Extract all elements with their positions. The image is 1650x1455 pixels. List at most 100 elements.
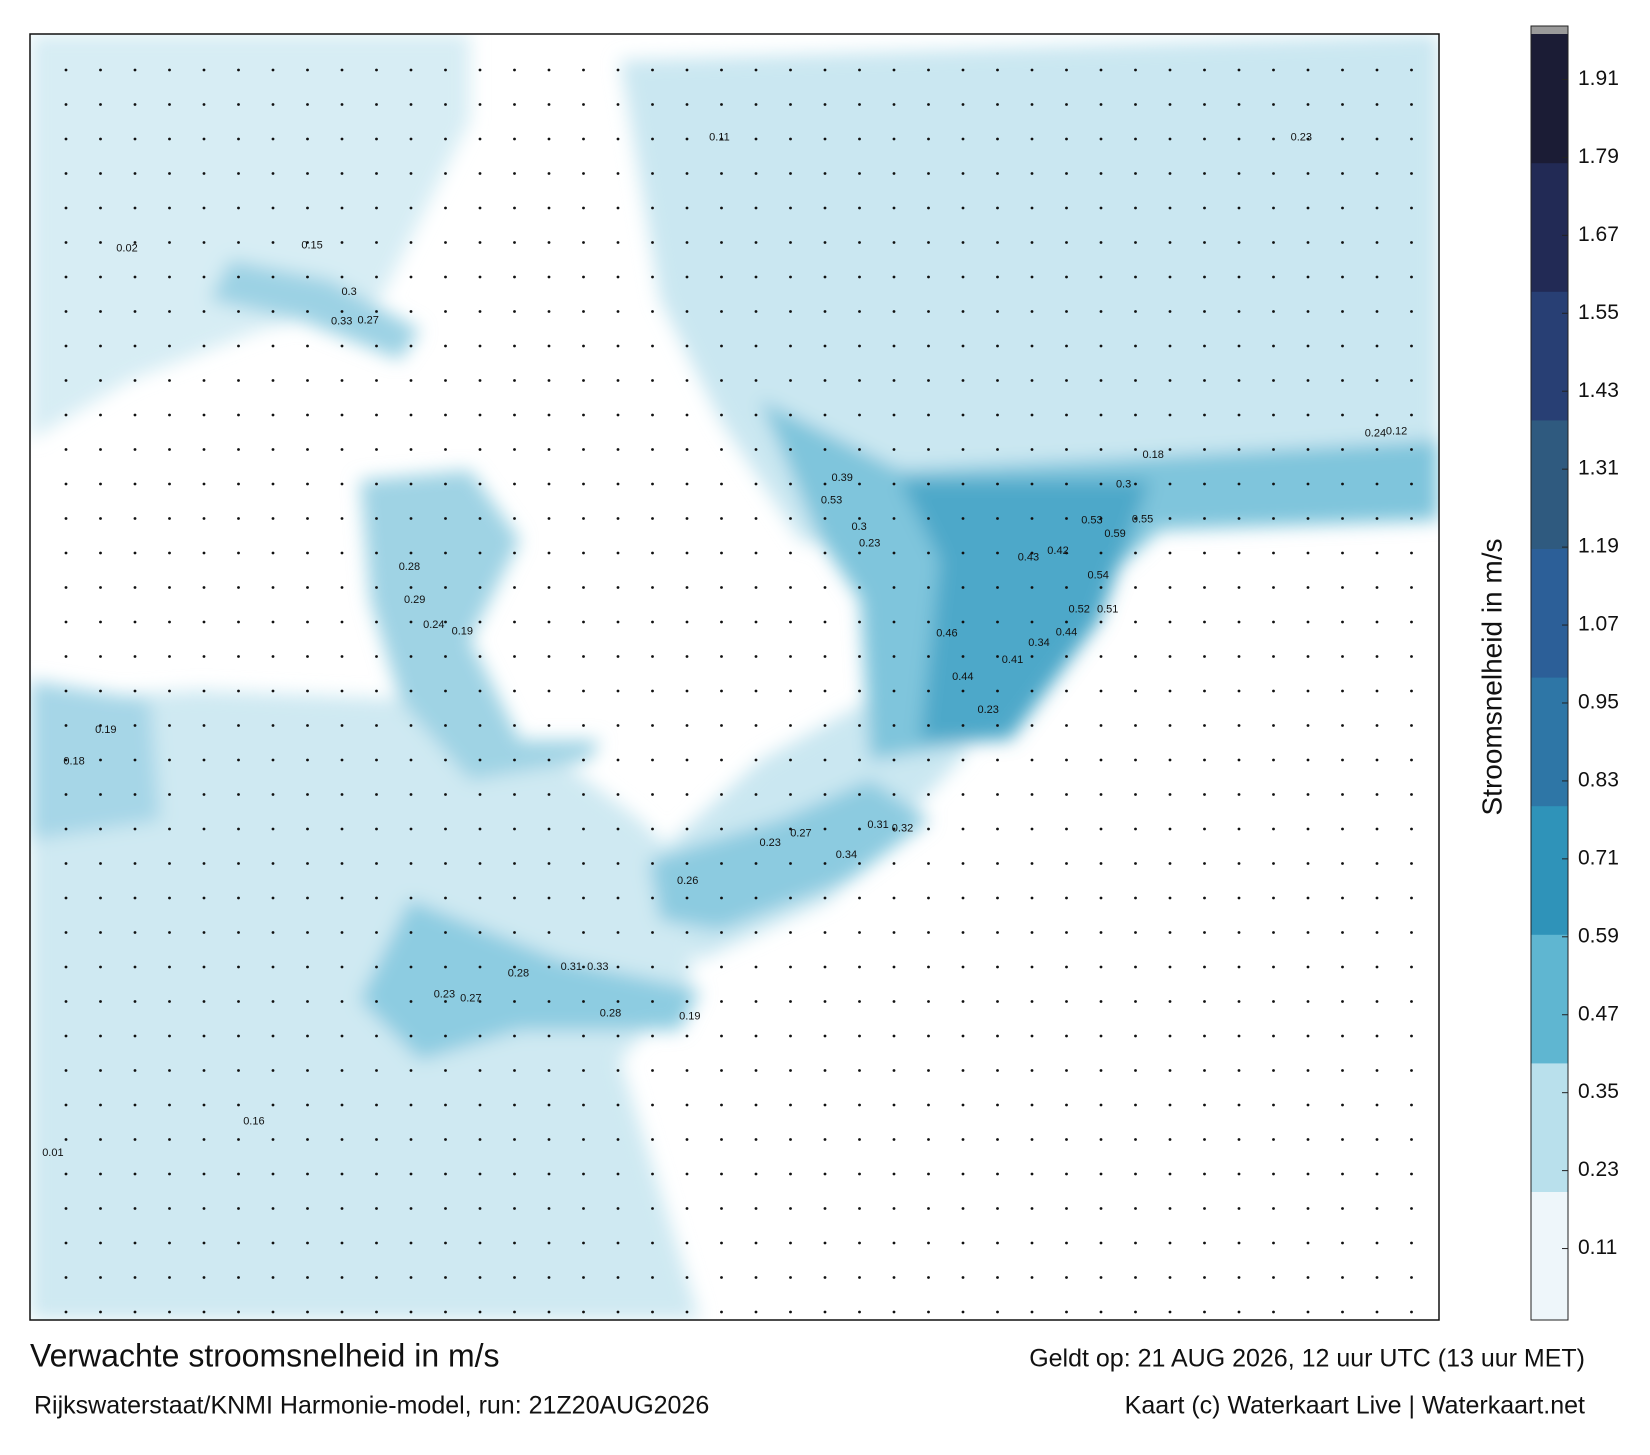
vector-dot <box>1306 586 1310 589</box>
vector-dot <box>582 1034 585 1038</box>
vector-dot <box>1341 103 1344 106</box>
vector-dot <box>651 551 654 555</box>
vector-dot <box>306 241 309 244</box>
vector-dot <box>1410 172 1413 175</box>
vector-dot <box>1203 1207 1206 1210</box>
speed-label: 0.32 <box>892 822 913 834</box>
vector-dot <box>237 310 240 313</box>
vector-dot <box>892 517 896 520</box>
vector-dot <box>1134 758 1137 762</box>
vector-dot <box>375 655 378 658</box>
vector-dot <box>892 1034 896 1038</box>
vector-dot <box>271 724 275 727</box>
vector-dot <box>409 1000 413 1003</box>
vector-dot <box>1134 793 1137 796</box>
vector-dot <box>1065 689 1068 693</box>
vector-dot <box>1410 275 1413 279</box>
vector-dot <box>271 862 275 865</box>
vector-dot <box>1410 1138 1413 1141</box>
vector-dot <box>1237 1207 1241 1210</box>
vector-dot <box>375 413 378 417</box>
vector-dot <box>375 1310 378 1314</box>
vector-dot <box>478 1310 482 1314</box>
vector-dot <box>961 379 965 382</box>
vector-dot <box>616 586 620 589</box>
vector-dot <box>409 413 413 417</box>
vector-dot <box>478 103 482 106</box>
vector-dot <box>823 137 827 141</box>
colorbar-tick-label: 1.31 <box>1578 457 1619 480</box>
vector-dot <box>375 68 378 72</box>
vector-dot <box>789 586 792 589</box>
vector-dot <box>444 137 447 141</box>
vector-dot <box>1341 1310 1344 1314</box>
vector-dot <box>409 1207 413 1210</box>
vector-dot <box>616 1069 620 1072</box>
vector-dot <box>927 68 930 72</box>
vector-dot <box>685 1138 689 1141</box>
vector-dot <box>1272 1069 1275 1072</box>
vector-dot <box>444 103 447 106</box>
vector-dot <box>1203 827 1206 831</box>
vector-dot <box>754 931 758 934</box>
vector-dot <box>202 724 206 727</box>
vector-dot <box>1410 137 1413 141</box>
vector-dot <box>1030 413 1034 417</box>
speed-label: 0.31 <box>867 819 888 831</box>
vector-dot <box>99 758 102 762</box>
vector-dot <box>789 1276 792 1279</box>
vector-dot <box>513 517 516 520</box>
vector-dot <box>582 758 585 762</box>
vector-dot <box>927 413 930 417</box>
vector-dot <box>720 413 723 417</box>
vector-dot <box>237 551 240 555</box>
vector-dot <box>754 862 758 865</box>
vector-dot <box>1203 103 1206 106</box>
vector-dot <box>1134 1241 1137 1245</box>
speed-label: 0.28 <box>600 1008 621 1020</box>
vector-dot <box>927 1034 930 1038</box>
vector-dot <box>789 965 792 969</box>
vector-dot <box>1341 379 1344 382</box>
vector-dot <box>996 965 999 969</box>
vector-dot <box>616 1172 620 1176</box>
vector-dot <box>1030 896 1034 900</box>
vector-dot <box>651 413 654 417</box>
vector-dot <box>651 206 654 210</box>
vector-dot <box>133 137 137 141</box>
vector-dot <box>1237 103 1241 106</box>
vector-dot <box>961 551 965 555</box>
vector-dot <box>1065 241 1068 244</box>
vector-dot <box>478 517 482 520</box>
vector-dot <box>340 1241 344 1245</box>
vector-dot <box>892 965 896 969</box>
vector-dot <box>478 586 482 589</box>
vector-dot <box>1203 689 1206 693</box>
speed-label: 0.54 <box>1087 570 1108 582</box>
vector-dot <box>168 275 171 279</box>
vector-dot <box>996 1103 999 1107</box>
vector-dot <box>1168 413 1172 417</box>
vector-dot <box>685 172 689 175</box>
vector-dot <box>789 344 792 348</box>
vector-dot <box>306 1276 309 1279</box>
vector-dot <box>99 1276 102 1279</box>
vector-dot <box>202 1310 206 1314</box>
colorbar-tick-label: 0.83 <box>1578 768 1619 791</box>
vector-dot <box>1065 827 1068 831</box>
vector-dot <box>1237 655 1241 658</box>
vector-dot <box>547 586 551 589</box>
vector-dot <box>720 862 723 865</box>
vector-dot <box>306 103 309 106</box>
vector-dot <box>1168 793 1172 796</box>
speed-label: 0.23 <box>1291 131 1312 143</box>
vector-dot <box>1341 724 1344 727</box>
speed-label: 0.26 <box>677 875 698 887</box>
vector-dot <box>1272 689 1275 693</box>
vector-dot <box>64 517 68 520</box>
vector-dot <box>961 241 965 244</box>
vector-dot <box>1272 103 1275 106</box>
vector-dot <box>685 1276 689 1279</box>
colorbar-cap <box>1531 26 1568 34</box>
vector-dot <box>754 551 758 555</box>
